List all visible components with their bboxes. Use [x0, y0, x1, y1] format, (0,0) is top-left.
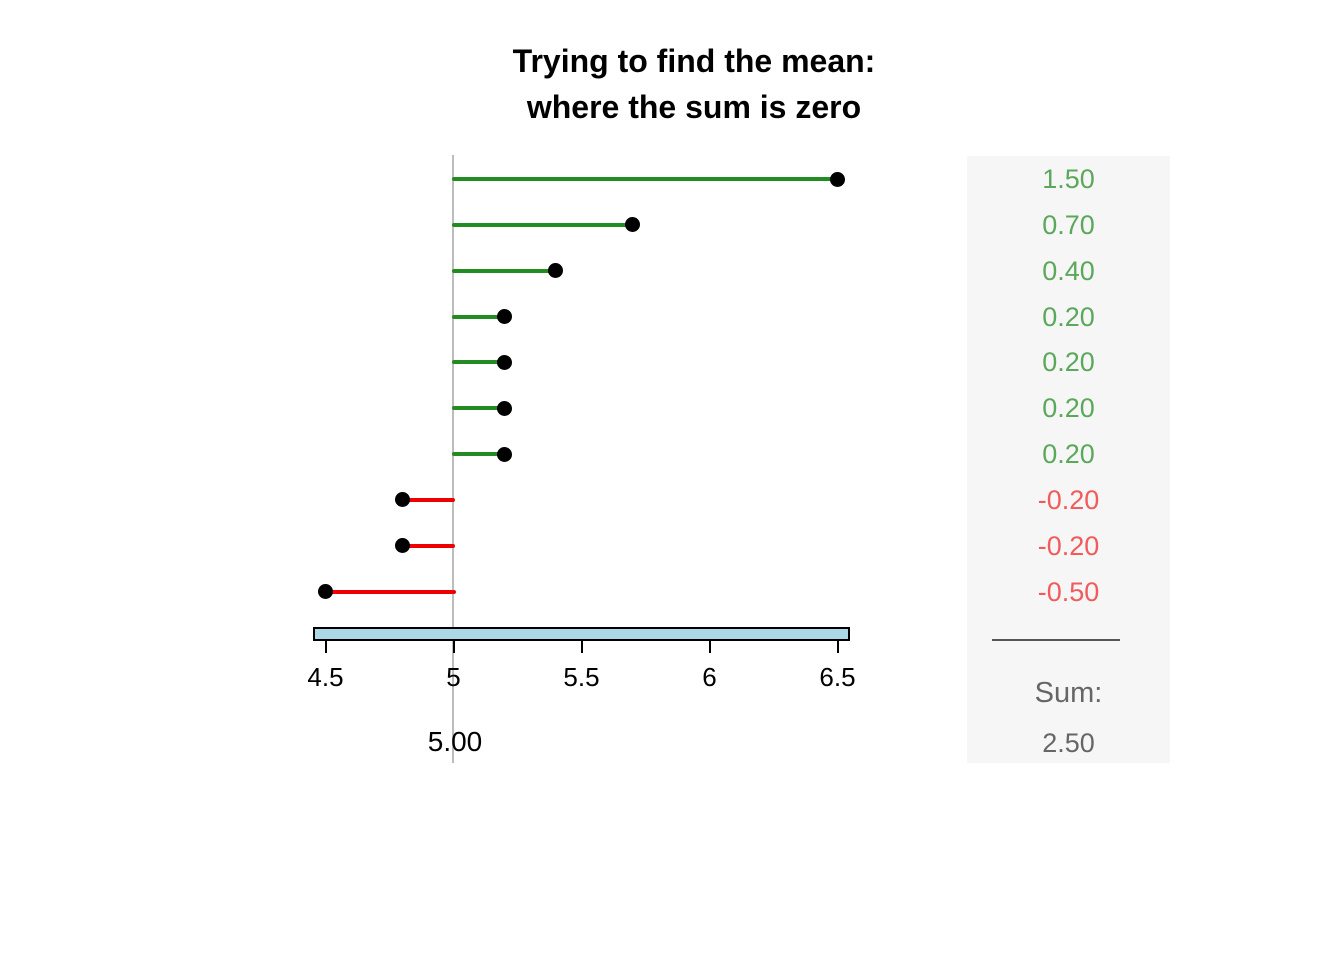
- data-point-dot: [394, 492, 410, 508]
- chart-title-line1: Trying to find the mean:: [512, 43, 876, 79]
- stem-line: [451, 314, 507, 319]
- x-axis-tick-label: 6: [702, 662, 717, 692]
- chart-title: Trying to find the mean: where the sum i…: [294, 38, 1094, 130]
- stem-line: [323, 589, 456, 594]
- x-axis-tick: [580, 641, 583, 653]
- stem-line: [451, 360, 507, 365]
- x-axis-tick: [324, 641, 327, 653]
- deviation-value: 0.20: [1042, 439, 1095, 470]
- x-axis-tick-label: 4.5: [307, 662, 344, 692]
- deviation-value: 0.20: [1042, 393, 1095, 424]
- panel-divider: [992, 639, 1120, 641]
- data-point-dot: [394, 538, 410, 554]
- stem-line: [451, 268, 558, 273]
- x-axis-tick: [836, 641, 839, 653]
- stem-line: [451, 406, 507, 411]
- stem-line: [451, 177, 840, 181]
- deviation-value: 0.70: [1042, 209, 1095, 240]
- data-point-dot: [497, 400, 513, 416]
- stem-line: [400, 543, 456, 548]
- deviation-value: -0.20: [1037, 484, 1100, 515]
- x-axis-tick: [708, 641, 711, 653]
- data-point-dot: [497, 446, 513, 462]
- data-point-dot: [625, 217, 641, 233]
- x-axis-tick: [452, 641, 455, 653]
- deviation-value: -0.50: [1037, 576, 1100, 607]
- stem-line: [400, 497, 456, 502]
- data-point-dot: [497, 309, 513, 325]
- chart-title-line2: where the sum is zero: [526, 89, 862, 125]
- mean-guess-line: [452, 155, 454, 763]
- deviation-value: -0.20: [1037, 530, 1100, 561]
- stem-line: [451, 222, 635, 227]
- deviation-value: 0.20: [1042, 301, 1095, 332]
- data-point-dot: [318, 584, 333, 600]
- x-axis-tick-label: 5.5: [563, 662, 600, 692]
- mean-guess-label: 5.00: [427, 726, 483, 757]
- deviation-value: 0.20: [1042, 347, 1095, 378]
- deviation-value: 1.50: [1042, 164, 1095, 194]
- data-point-dot: [497, 354, 513, 370]
- x-axis-tick-label: 5: [446, 662, 461, 692]
- sum-value: 2.50: [1042, 728, 1095, 758]
- data-point-dot: [548, 263, 564, 279]
- data-point-dot: [830, 171, 845, 187]
- range-bar: [312, 627, 851, 641]
- sum-label: Sum:: [1034, 677, 1103, 709]
- deviation-value: 0.40: [1042, 255, 1095, 286]
- deviation-panel: Sum: 2.50 1.50 0.70 0.40 0.20 0.20 0.20 0.20 -0…: [967, 156, 1170, 763]
- x-axis-tick-label: 6.5: [819, 662, 856, 692]
- stem-line: [451, 452, 507, 457]
